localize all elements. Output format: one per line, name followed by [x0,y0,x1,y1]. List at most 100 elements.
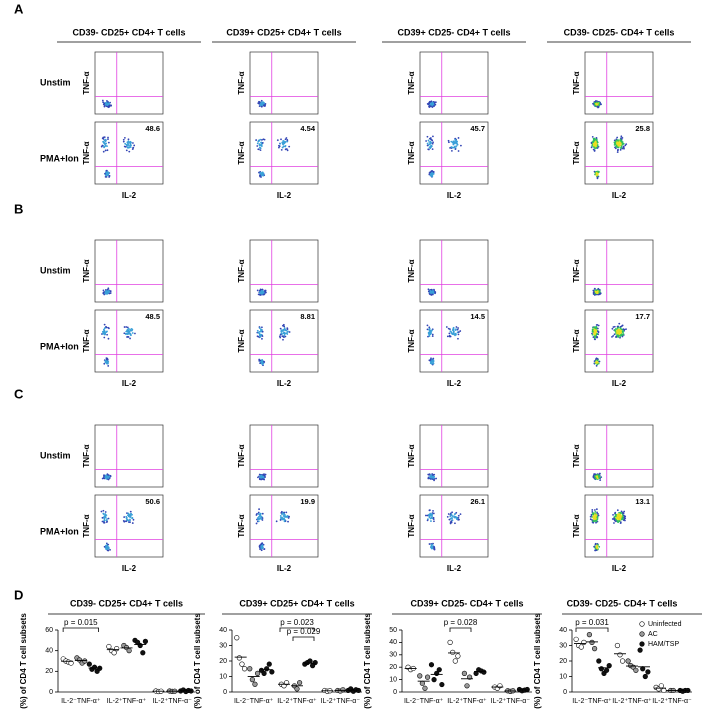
column-header: CD39+ CD25- CD4+ T cells [397,27,510,37]
flow-event [592,144,595,146]
flow-event [597,512,599,515]
flow-event [431,329,433,332]
flow-event [107,138,109,141]
flow-event [625,143,628,146]
flow-event [104,143,106,146]
flow-event [595,358,597,361]
flow-event [432,510,434,512]
flow-event [592,517,595,520]
flow-event [594,516,597,519]
flow-event [455,517,458,520]
row-label: Unstim [40,77,71,87]
flow-event [284,145,287,148]
flow-event [261,337,263,340]
flow-event [286,328,289,331]
flow-event [593,326,596,328]
y-axis-label: (%) of CD4 T cell subsets [363,613,372,709]
flow-event [283,511,286,514]
flow-event [620,139,622,142]
flow-event [128,521,130,524]
flow-event [123,516,126,518]
flow-event [457,331,460,333]
flow-event [430,332,432,335]
flow-event [257,511,260,514]
flow-event [107,549,110,552]
flow-event [594,104,597,107]
flow-event [104,292,107,295]
y-axis-label: TNF-α [407,259,416,282]
flow-event [256,145,259,147]
flow-event [450,146,453,148]
flow-event [258,515,260,518]
flow-event [595,143,598,146]
flow-event [428,513,430,516]
flow-event [263,360,265,363]
flow-event [619,142,622,144]
flow-event [255,522,258,525]
column-header: CD39- CD25+ CD4+ T cells [72,27,185,37]
flow-event [261,289,264,292]
y-tick-label: 0 [563,689,567,696]
flow-event [126,146,129,149]
flow-event [615,517,618,520]
y-axis-label: TNF-α [407,514,416,537]
flow-event [261,335,264,338]
data-point [633,667,639,673]
flow-event [259,174,261,177]
flow-event [107,141,110,144]
data-point [264,666,270,672]
flow-event [452,327,455,330]
flow-event [596,332,599,335]
column-header: CD39- CD25- CD4+ T cells [564,27,675,37]
x-axis-label: IL-2 [277,191,292,200]
flow-event [260,478,262,481]
flow-event [619,148,622,151]
flow-event [429,171,432,174]
flow-event [105,548,108,550]
y-axis-label: TNF-α [82,444,91,467]
flow-event [259,517,261,520]
flow-event [598,472,601,475]
flow-event [432,516,435,519]
flow-event [589,518,592,521]
flow-event [110,104,113,107]
flow-event [261,512,264,515]
data-point [254,670,261,677]
chart-title: CD39- CD25- CD4+ T cells [567,598,678,608]
flow-event [430,288,433,291]
data-point [312,659,318,666]
y-axis-label: (%) of CD4 T cell subsets [19,613,28,709]
flow-event [261,478,264,480]
flow-event [612,334,615,337]
flow-event [593,333,596,336]
flow-event [593,146,595,149]
y-axis-label: TNF-α [82,329,91,352]
flow-event [107,517,110,520]
flow-event [614,147,617,150]
flow-event [101,516,104,519]
flow-event [457,514,460,517]
flow-event [103,519,106,522]
flow-event [433,479,435,482]
flow-event [459,330,462,332]
flow-event [616,151,619,154]
data-point [439,681,445,688]
flow-event [276,139,279,142]
flow-event [434,101,437,104]
p-value: p = 0.028 [444,618,478,627]
y-tick-label: 10 [559,673,567,680]
flow-event [108,327,110,330]
flow-event [597,287,600,290]
flow-event [260,145,263,148]
flow-event [428,102,431,105]
flow-event [426,102,429,105]
flow-event [426,324,429,327]
flow-event [431,101,434,104]
flow-event [596,147,599,149]
flow-event [260,105,263,108]
flow-event [259,512,262,515]
flow-event [129,337,131,340]
flow-event [263,293,266,296]
flow-event [102,512,105,515]
y-axis-label: TNF-α [572,444,581,467]
